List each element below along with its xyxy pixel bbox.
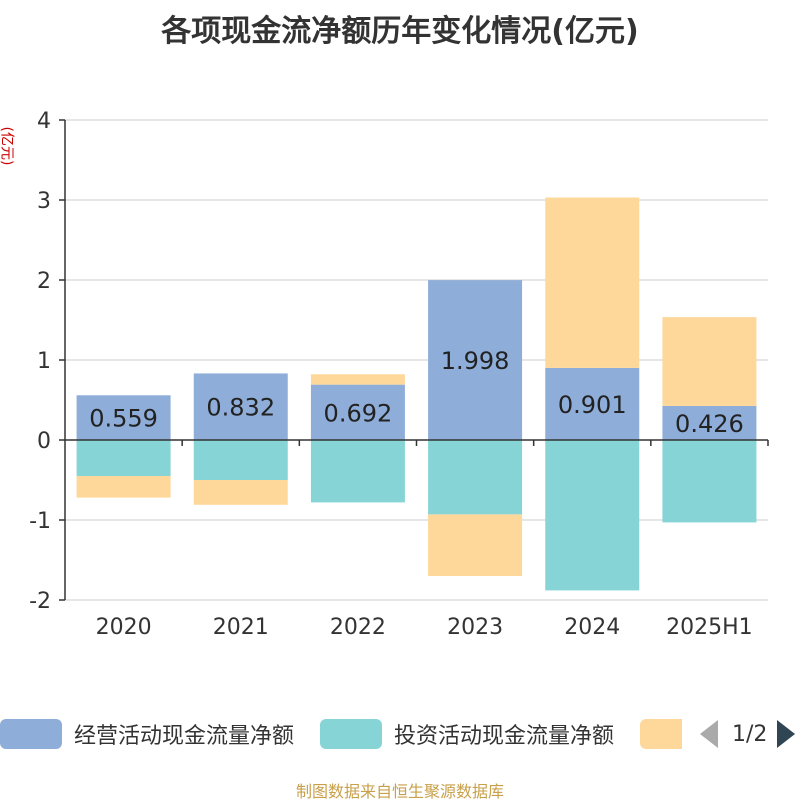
x-tick-label: 2020 — [96, 615, 152, 640]
data-label: 1.998 — [441, 347, 510, 375]
y-tick-label: 2 — [37, 269, 51, 294]
legend-label-investing: 投资活动现金流量净额 — [394, 724, 615, 749]
source-note: 制图数据来自恒生聚源数据库 — [295, 782, 504, 801]
pager-next-icon[interactable] — [777, 720, 796, 748]
bar-series0-2025H1 — [662, 405, 757, 440]
x-tick-label: 2022 — [330, 615, 386, 640]
bar-series2-2023 — [428, 514, 523, 576]
pager-prev-icon[interactable] — [700, 720, 718, 748]
y-tick-label: 4 — [37, 109, 51, 134]
bar-series1-2025H1 — [662, 440, 757, 523]
bar-series2-2022 — [310, 374, 405, 385]
y-tick-label: 0 — [37, 429, 51, 454]
data-label: 0.832 — [206, 394, 275, 422]
bar-chart: -2 -1 0 1 2 3 4 0.559 2020 0.832 2021 0.692 2022 1.99… — [29, 109, 769, 640]
data-label: 0.901 — [558, 391, 627, 419]
x-tick-label: 2025H1 — [666, 615, 753, 640]
bar-series0-2020 — [76, 395, 171, 440]
y-tick-label: 1 — [37, 349, 51, 374]
x-tick-label: 2021 — [213, 615, 269, 640]
legend: 经营活动现金流量净额 投资活动现金流量净额 1/2 — [0, 716, 800, 756]
legend-swatch-financing — [640, 719, 682, 749]
bar-series0-2023 — [428, 280, 523, 440]
bar-series1-2023 — [428, 440, 523, 515]
bar-series2-2025H1 — [662, 317, 757, 406]
bar-series2-2020 — [76, 476, 171, 498]
bar-series1-2022 — [310, 440, 405, 503]
bar-series1-2024 — [545, 440, 640, 591]
y-tick-label: 3 — [37, 189, 51, 214]
data-label: 0.426 — [675, 410, 744, 438]
bar-series0-2022 — [310, 384, 405, 440]
bar-series0-2021 — [193, 373, 288, 440]
y-tick-label: -1 — [29, 509, 51, 534]
chart-title: 各项现金流净额历年变化情况(亿元) — [161, 14, 639, 49]
y-tick-label: -2 — [29, 589, 51, 614]
bar-series0-2024 — [545, 367, 640, 440]
x-tick-label: 2023 — [447, 615, 503, 640]
bar-series2-2021 — [193, 480, 288, 505]
legend-label-operating: 经营活动现金流量净额 — [74, 724, 295, 749]
legend-item-investing[interactable]: 投资活动现金流量净额 — [320, 716, 614, 752]
bar-series2-2024 — [545, 197, 640, 368]
bar-series1-2020 — [76, 440, 171, 476]
x-tick-label: 2024 — [564, 615, 620, 640]
legend-item-operating[interactable]: 经营活动现金流量净额 — [0, 716, 294, 752]
legend-swatch-investing — [320, 719, 382, 749]
bar-series1-2021 — [193, 440, 288, 480]
legend-item-financing[interactable] — [640, 716, 682, 752]
data-label: 0.692 — [324, 399, 393, 427]
data-label: 0.559 — [89, 405, 158, 433]
pager-text: 1/2 — [732, 721, 768, 747]
legend-swatch-operating — [0, 719, 62, 749]
legend-pager: 1/2 — [700, 716, 796, 752]
